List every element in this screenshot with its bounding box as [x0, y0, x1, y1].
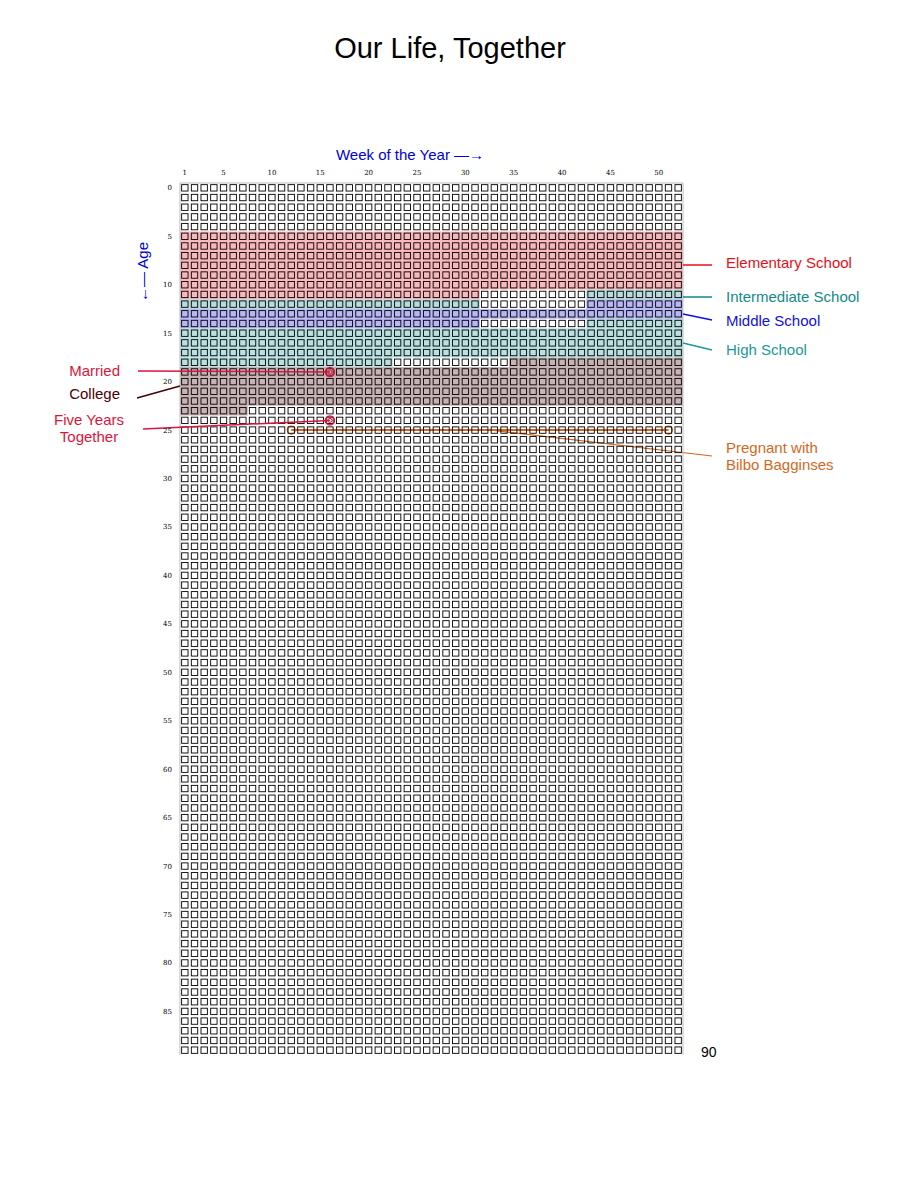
- svg-text:10: 10: [267, 169, 276, 177]
- svg-text:1: 1: [183, 169, 187, 177]
- svg-text:35: 35: [509, 169, 518, 177]
- svg-text:25: 25: [163, 427, 172, 435]
- svg-text:0: 0: [168, 184, 172, 192]
- svg-text:Our Life, Together: Our Life, Together: [334, 32, 566, 64]
- svg-text:70: 70: [163, 863, 172, 871]
- svg-text:50: 50: [654, 169, 663, 177]
- svg-text:25: 25: [413, 169, 422, 177]
- svg-text:High School: High School: [726, 341, 807, 358]
- svg-text:15: 15: [163, 330, 172, 338]
- svg-text:20: 20: [364, 169, 373, 177]
- svg-text:80: 80: [163, 959, 172, 967]
- svg-text:45: 45: [163, 620, 172, 628]
- svg-text:40: 40: [163, 572, 172, 580]
- svg-text:75: 75: [163, 911, 172, 919]
- svg-text:5: 5: [221, 169, 225, 177]
- svg-text:Elementary School: Elementary School: [726, 254, 852, 271]
- svg-text:30: 30: [461, 169, 470, 177]
- svg-text:Married: Married: [69, 362, 120, 379]
- svg-text:30: 30: [163, 475, 172, 483]
- svg-text:Pregnant withBilbo Bagginses: Pregnant withBilbo Bagginses: [726, 439, 834, 473]
- svg-text:Week of the Year —→: Week of the Year —→: [336, 146, 484, 163]
- svg-text:Five YearsTogether: Five YearsTogether: [54, 411, 124, 445]
- svg-text:Middle School: Middle School: [726, 312, 820, 329]
- svg-text:Intermediate School: Intermediate School: [726, 288, 859, 305]
- svg-text:85: 85: [163, 1008, 172, 1016]
- svg-text:College: College: [69, 385, 120, 402]
- svg-text:45: 45: [606, 169, 615, 177]
- svg-text:35: 35: [163, 523, 172, 531]
- svg-text:10: 10: [163, 281, 172, 289]
- svg-text:90: 90: [701, 1044, 717, 1060]
- svg-text:5: 5: [168, 233, 172, 241]
- svg-text:15: 15: [316, 169, 325, 177]
- svg-text:20: 20: [163, 378, 172, 386]
- svg-text:50: 50: [163, 669, 172, 677]
- svg-text:55: 55: [163, 717, 172, 725]
- svg-text:65: 65: [163, 814, 172, 822]
- svg-text:←— Age: ←— Age: [134, 242, 151, 302]
- svg-text:60: 60: [163, 766, 172, 774]
- svg-text:40: 40: [558, 169, 567, 177]
